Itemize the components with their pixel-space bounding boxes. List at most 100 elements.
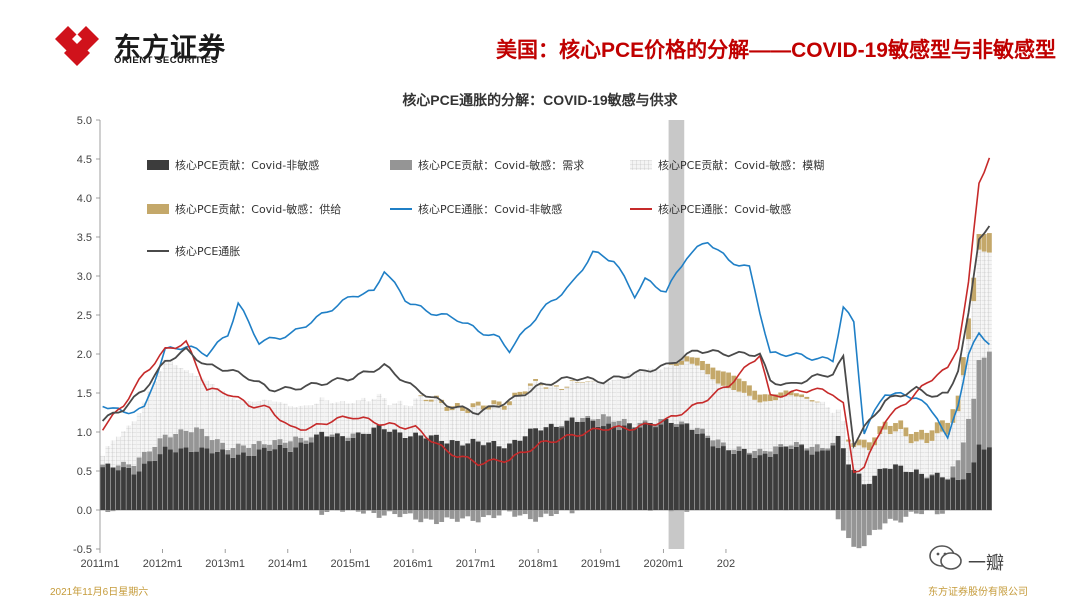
bar-demand [449,510,455,519]
bar-demand [569,510,575,514]
bar-supply [971,277,977,302]
bar-demand [611,421,617,428]
bar-non-sensitive [199,447,205,510]
bar-non-sensitive [663,418,669,510]
bar-ambiguous [679,364,685,422]
bar-non-sensitive [126,467,132,510]
bar-non-sensitive [475,441,481,510]
legend-label: 核心PCE贡献：Covid-敏感：供给 [175,202,341,216]
bar-non-sensitive [851,469,857,510]
bar-supply [908,434,914,444]
bar-supply [501,405,507,410]
bar-ambiguous [361,397,366,434]
bar-demand [256,441,262,450]
bar-non-sensitive [407,436,413,510]
bar-demand [830,442,836,446]
bar-demand [694,427,700,434]
bar-non-sensitive [282,447,288,510]
bar-demand [392,510,398,515]
bar-ambiguous [152,381,158,447]
bar-demand [407,510,413,514]
bar-ambiguous [846,441,851,465]
bar-non-sensitive [246,455,252,510]
bar-demand [439,510,445,522]
bar-demand [825,448,831,451]
bar-ambiguous [960,375,966,443]
bar-non-sensitive [543,427,549,510]
bar-ambiguous [898,429,904,466]
bar-ambiguous [246,400,252,448]
bar-non-sensitive [986,447,992,510]
bar-ambiguous [230,398,236,448]
bar-demand [632,426,638,429]
bar-non-sensitive [105,463,111,510]
bar-ambiguous [940,431,945,478]
x-tick-label: 2017m1 [456,558,496,570]
bar-supply [919,429,924,440]
footer-company: 东方证券股份有限公司 [928,587,1028,598]
bar-demand [319,510,325,515]
bar-demand [574,510,580,511]
bar-supply [903,427,909,437]
bar-demand [460,510,465,519]
bar-non-sensitive [194,451,199,510]
bar-non-sensitive [548,423,554,510]
bar-non-sensitive [778,447,784,510]
legend-item: 核心PCE通胀：Covid-敏感 [630,202,791,216]
bar-demand [168,437,173,450]
bar-demand [303,440,309,444]
bar-non-sensitive [387,431,392,510]
bar-non-sensitive [230,457,236,510]
bar-ambiguous [402,405,408,438]
bar-ambiguous [225,395,231,451]
bar-non-sensitive [261,447,267,510]
bar-ambiguous [392,403,398,430]
bar-demand [434,510,439,525]
bar-ambiguous [585,381,591,416]
bar-ambiguous [851,447,857,470]
bar-supply [496,401,502,406]
bar-supply [480,405,486,410]
bar-ambiguous [303,405,309,441]
bar-non-sensitive [319,431,325,510]
bar-ambiguous [324,400,330,437]
bar-non-sensitive [882,468,888,510]
bar-supply [559,388,565,391]
bar-ambiguous [762,401,768,451]
bar-non-sensitive [898,465,904,510]
bar-ambiguous [533,380,538,429]
bar-supply [668,363,674,365]
line-sensitive [101,157,991,474]
bar-non-sensitive [877,468,883,510]
bar-non-sensitive [214,451,220,510]
bar-ambiguous [100,455,106,465]
bar-supply [428,399,434,402]
bar-non-sensitive [705,437,711,510]
bar-ambiguous [835,409,841,436]
bar-supply [444,406,450,411]
bar-non-sensitive [308,442,314,510]
bar-ambiguous [913,441,919,470]
bar-ambiguous [371,398,377,428]
y-tick-label: 4.5 [77,154,92,166]
bar-demand [366,510,372,511]
bar-ambiguous [366,401,372,434]
bar-non-sensitive [428,435,434,510]
bar-demand [496,510,502,516]
bar-non-sensitive [934,472,940,510]
bar-demand [105,510,111,512]
bar-non-sensitive [168,449,173,510]
bar-demand [887,510,893,519]
bar-supply [465,409,471,414]
bar-non-sensitive [632,428,638,510]
bar-demand [230,447,236,458]
bar-supply [580,382,585,383]
x-tick-label: 2018m1 [518,558,558,570]
bar-ambiguous [418,395,424,436]
bar-demand [736,446,742,451]
bar-ambiguous [950,422,956,467]
bar-non-sensitive [162,446,168,510]
bar-demand [121,461,126,468]
bar-non-sensitive [486,442,492,510]
